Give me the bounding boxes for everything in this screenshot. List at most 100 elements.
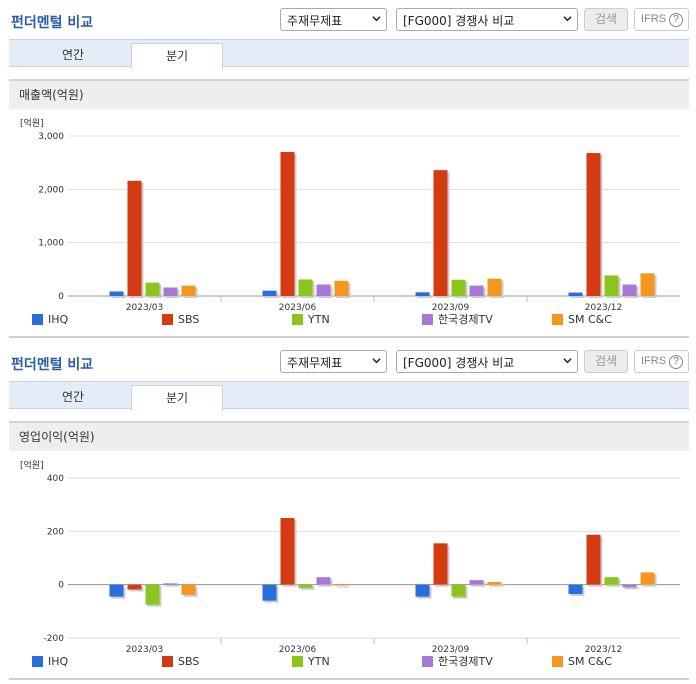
bar-tv-2023-03[interactable] — [163, 287, 178, 296]
bar-ytn-2023-12[interactable] — [604, 275, 619, 296]
legend-label: IHQ — [48, 655, 69, 668]
peer-group-value: [FG000] 경쟁사 비교 — [403, 356, 515, 370]
legend-label: 한국경제TV — [438, 313, 493, 326]
section-title: 펀더멘털 비교 — [11, 15, 94, 31]
tab-annual[interactable]: 연간 — [61, 48, 85, 62]
bar-sm-c-c-2023-06[interactable] — [334, 584, 349, 586]
revenue-bar-chart: [억원] 0 1,000 2,000 3,000 2023/03 2023/06 2023/… — [20, 117, 680, 313]
peer-group-select[interactable]: [FG000] 경쟁사 비교 — [396, 8, 578, 31]
y-tick-label: 3,000 — [38, 132, 64, 142]
legend-item-hankyung-tv[interactable]: 한국경제TV — [422, 312, 493, 328]
ifrs-button[interactable]: IFRS ? — [634, 350, 689, 373]
period-tabs: 연간 분기 — [9, 381, 689, 411]
legend-item-sbs[interactable]: SBS — [162, 312, 199, 328]
y-tick-label: 400 — [47, 474, 64, 484]
statement-type-value: 주재무제표 — [287, 14, 343, 28]
y-unit-label: [억원] — [20, 117, 44, 129]
fundamental-compare-revenue: 펀더멘털 비교 주재무제표 [FG000] 경쟁사 비교 검색 IFRS ? 연… — [0, 0, 696, 338]
bar-sm-c-c-2023-09[interactable] — [487, 278, 502, 296]
ifrs-label: IFRS — [641, 355, 667, 367]
bar-ytn-2023-06[interactable] — [298, 584, 313, 588]
bar-ihq-2023-03[interactable] — [109, 584, 124, 597]
x-category-label: 2023/12 — [585, 645, 622, 655]
bar-ihq-2023-12[interactable] — [568, 292, 583, 296]
search-button[interactable]: 검색 — [584, 8, 628, 31]
section-divider — [9, 336, 689, 338]
bar-ihq-2023-03[interactable] — [109, 291, 124, 296]
bar-ihq-2023-09[interactable] — [415, 292, 430, 296]
peer-group-select[interactable]: [FG000] 경쟁사 비교 — [396, 350, 578, 373]
bar-tv-2023-12[interactable] — [622, 284, 637, 296]
bar-sm-c-c-2023-03[interactable] — [181, 285, 196, 296]
bar-sbs-2023-03[interactable] — [127, 584, 142, 590]
bar-sm-c-c-2023-12[interactable] — [640, 572, 655, 585]
legend-item-ytn[interactable]: YTN — [292, 312, 330, 328]
tab-quarterly[interactable]: 분기 — [131, 385, 223, 411]
bar-sbs-2023-12[interactable] — [586, 534, 601, 585]
bar-sbs-2023-09[interactable] — [433, 170, 448, 296]
legend-item-sm-cnc[interactable]: SM C&C — [552, 312, 612, 328]
tab-annual[interactable]: 연간 — [61, 390, 85, 404]
bar-ytn-2023-06[interactable] — [298, 279, 313, 296]
bar-sm-c-c-2023-09[interactable] — [487, 582, 502, 585]
section-divider — [9, 678, 689, 680]
legend-swatch — [552, 314, 563, 325]
legend-swatch — [162, 314, 173, 325]
legend-label: 한국경제TV — [438, 655, 493, 668]
bar-ihq-2023-09[interactable] — [415, 584, 430, 597]
bar-shadow — [165, 585, 180, 587]
legend-label: IHQ — [48, 313, 69, 326]
bar-ihq-2023-06[interactable] — [262, 290, 277, 296]
bar-ytn-2023-12[interactable] — [604, 577, 619, 585]
x-category-label: 2023/03 — [126, 303, 163, 313]
bar-sbs-2023-12[interactable] — [586, 153, 601, 296]
statement-type-value: 주재무제표 — [287, 356, 343, 370]
legend-item-ihq[interactable]: IHQ — [32, 654, 68, 670]
chevron-down-icon — [372, 16, 381, 22]
section-title: 펀더멘털 비교 — [11, 357, 94, 373]
legend-item-ihq[interactable]: IHQ — [32, 312, 68, 328]
bar-shadow — [336, 586, 351, 588]
bar-ihq-2023-12[interactable] — [568, 584, 583, 594]
ifrs-button[interactable]: IFRS ? — [634, 8, 689, 31]
bar-tv-2023-09[interactable] — [469, 580, 484, 585]
bar-ihq-2023-06[interactable] — [262, 584, 277, 601]
section-header: 펀더멘털 비교 주재무제표 [FG000] 경쟁사 비교 검색 IFRS ? — [0, 0, 696, 38]
bar-sbs-2023-09[interactable] — [433, 543, 448, 585]
legend-label: YTN — [308, 313, 330, 326]
bar-ytn-2023-09[interactable] — [451, 279, 466, 296]
y-tick-label: 0 — [58, 581, 64, 591]
bar-tv-2023-03[interactable] — [163, 583, 178, 585]
x-category-label: 2023/06 — [279, 645, 317, 655]
bar-sm-c-c-2023-12[interactable] — [640, 273, 655, 296]
help-icon: ? — [669, 13, 683, 27]
bar-tv-2023-06[interactable] — [316, 577, 331, 585]
bar-sbs-2023-03[interactable] — [127, 180, 142, 296]
bar-tv-2023-06[interactable] — [316, 284, 331, 296]
bar-tv-2023-12[interactable] — [622, 584, 637, 588]
bar-sbs-2023-06[interactable] — [280, 152, 295, 296]
legend-item-sm-cnc[interactable]: SM C&C — [552, 654, 612, 670]
y-tick-label: 2,000 — [38, 185, 64, 195]
legend-swatch — [162, 656, 173, 667]
bar-sm-c-c-2023-03[interactable] — [181, 584, 196, 595]
bar-sbs-2023-06[interactable] — [280, 518, 295, 585]
bar-tv-2023-09[interactable] — [469, 285, 484, 296]
legend-swatch — [422, 656, 433, 667]
bar-ytn-2023-09[interactable] — [451, 584, 466, 597]
chevron-down-icon — [372, 358, 381, 364]
bar-ytn-2023-03[interactable] — [145, 282, 160, 296]
legend-label: SM C&C — [568, 655, 612, 668]
legend-item-sbs[interactable]: SBS — [162, 654, 199, 670]
bar-ytn-2023-03[interactable] — [145, 584, 160, 605]
tab-quarterly[interactable]: 분기 — [131, 43, 223, 69]
statement-type-select[interactable]: 주재무제표 — [280, 8, 387, 31]
search-button[interactable]: 검색 — [584, 350, 628, 373]
legend-item-hankyung-tv[interactable]: 한국경제TV — [422, 654, 493, 670]
bar-sm-c-c-2023-06[interactable] — [334, 280, 349, 296]
legend-item-ytn[interactable]: YTN — [292, 654, 330, 670]
legend-label: YTN — [308, 655, 330, 668]
chevron-down-icon — [563, 16, 572, 22]
bar-shadow — [489, 584, 504, 587]
statement-type-select[interactable]: 주재무제표 — [280, 350, 387, 373]
